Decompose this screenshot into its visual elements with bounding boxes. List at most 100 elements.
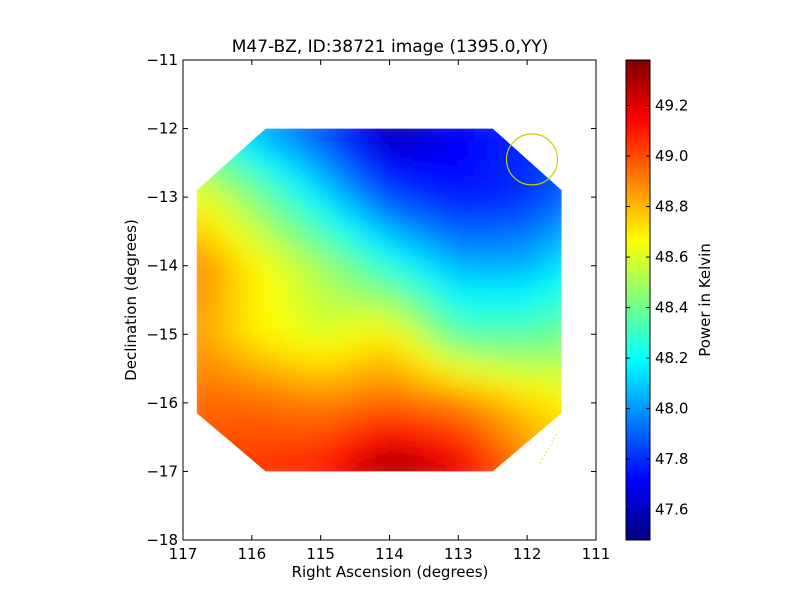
heatmap-cell (309, 409, 320, 421)
heatmap-cell (359, 389, 370, 401)
heatmap-cell (349, 280, 360, 291)
heatmap-cell (509, 379, 521, 391)
heatmap-cell (309, 329, 320, 341)
heatmap-cell (329, 280, 340, 291)
heatmap-cell (549, 250, 561, 261)
heatmap-cell (359, 280, 370, 291)
heatmap-cell (549, 359, 561, 371)
heatmap-cell (459, 128, 470, 132)
heatmap-cell (339, 339, 350, 351)
heatmap-cell (429, 309, 440, 321)
heatmap-cell (489, 290, 501, 301)
heatmap-cell (449, 379, 460, 391)
heatmap-cell (258, 349, 270, 361)
heatmap-cell (409, 290, 420, 301)
heatmap-cell (499, 359, 511, 371)
heatmap-cell (218, 379, 230, 391)
heatmap-cell (439, 220, 450, 231)
heatmap-cell (339, 210, 350, 221)
heatmap-cell (329, 369, 340, 381)
heatmap-cell (469, 280, 480, 291)
heatmap-cell (529, 170, 541, 181)
heatmap-cell (419, 210, 430, 221)
heatmap-cell (389, 429, 400, 441)
heatmap-cell (519, 200, 531, 211)
heatmap-cell (449, 290, 460, 301)
heatmap-cell (299, 130, 310, 142)
heatmap-cell (196, 389, 200, 401)
heatmap-cell (278, 389, 290, 401)
heatmap-cell (439, 280, 450, 291)
heatmap-cell (369, 128, 380, 132)
heatmap-cell (489, 309, 501, 321)
heatmap-cell (248, 399, 260, 411)
heatmap-cell (268, 409, 280, 421)
heatmap-cell (509, 190, 521, 201)
heatmap-cell (349, 449, 360, 461)
heatmap-cell (319, 200, 330, 211)
heatmap-cell (539, 180, 551, 191)
heatmap-cell (268, 300, 280, 311)
heatmap-cell (529, 270, 541, 281)
heatmap-cell (429, 290, 440, 301)
heatmap-cell (419, 220, 430, 231)
heatmap-cell (288, 280, 300, 291)
heatmap-cell (339, 379, 350, 391)
heatmap-cell (449, 170, 460, 181)
heatmap-cell (489, 270, 501, 281)
heatmap-cell (539, 399, 551, 411)
heatmap-cell (309, 210, 320, 221)
heatmap-cell (299, 210, 310, 221)
heatmap-cell (218, 200, 230, 211)
heatmap-cell (349, 409, 360, 421)
heatmap-cell (499, 339, 511, 351)
heatmap-cell (499, 260, 511, 271)
heatmap-cell (399, 220, 410, 231)
heatmap-cell (399, 449, 410, 461)
heatmap-cell (196, 240, 200, 251)
heatmap-cell (529, 309, 541, 321)
heatmap-cell (329, 379, 340, 391)
heatmap-cell (399, 379, 410, 391)
heatmap-cell (549, 210, 561, 221)
heatmap-cell (268, 429, 280, 441)
heatmap-cell (409, 459, 420, 471)
colorbar: 47.6 47.8 48.0 48.2 48.4 48.6 48.8 49.0 49.2 Pow… (625, 59, 714, 541)
heatmap-cell (228, 240, 240, 251)
heatmap-cell (539, 319, 551, 331)
heatmap-cell (449, 210, 460, 221)
heatmap-cell (399, 459, 410, 471)
heatmap-cell (379, 449, 390, 461)
heatmap-cell (196, 230, 200, 241)
heatmap-cell (459, 469, 470, 472)
heatmap-cell (329, 270, 340, 281)
heatmap-cell (479, 369, 490, 381)
heatmap-cell (519, 309, 531, 321)
heatmap-cell (519, 270, 531, 281)
heatmap-cell (208, 349, 220, 361)
heatmap-cell (349, 349, 360, 361)
heatmap-cell (389, 369, 400, 381)
heatmap-cell (539, 270, 551, 281)
heatmap-cell (329, 399, 340, 411)
heatmap-cell (479, 200, 490, 211)
heatmap-cell (309, 150, 320, 162)
heatmap-cell (389, 339, 400, 351)
heatmap-cell (419, 429, 430, 441)
heatmap-cell (409, 170, 420, 181)
heatmap-cell (349, 359, 360, 371)
heatmap-cell (489, 429, 501, 441)
heatmap-cell (399, 339, 410, 351)
heatmap-cell (238, 339, 250, 351)
heatmap-cell (529, 409, 541, 421)
heatmap-cell (389, 280, 400, 291)
heatmap-cell (539, 240, 551, 251)
heatmap-cell (399, 389, 410, 401)
heatmap-cell (238, 200, 250, 211)
heatmap-cell (429, 210, 440, 221)
heatmap-cell (499, 349, 511, 361)
heatmap-cell (399, 130, 410, 142)
colorbar-tick-label: 48.2 (655, 349, 688, 367)
heatmap-cell (409, 150, 420, 162)
heatmap-cell (369, 160, 380, 171)
